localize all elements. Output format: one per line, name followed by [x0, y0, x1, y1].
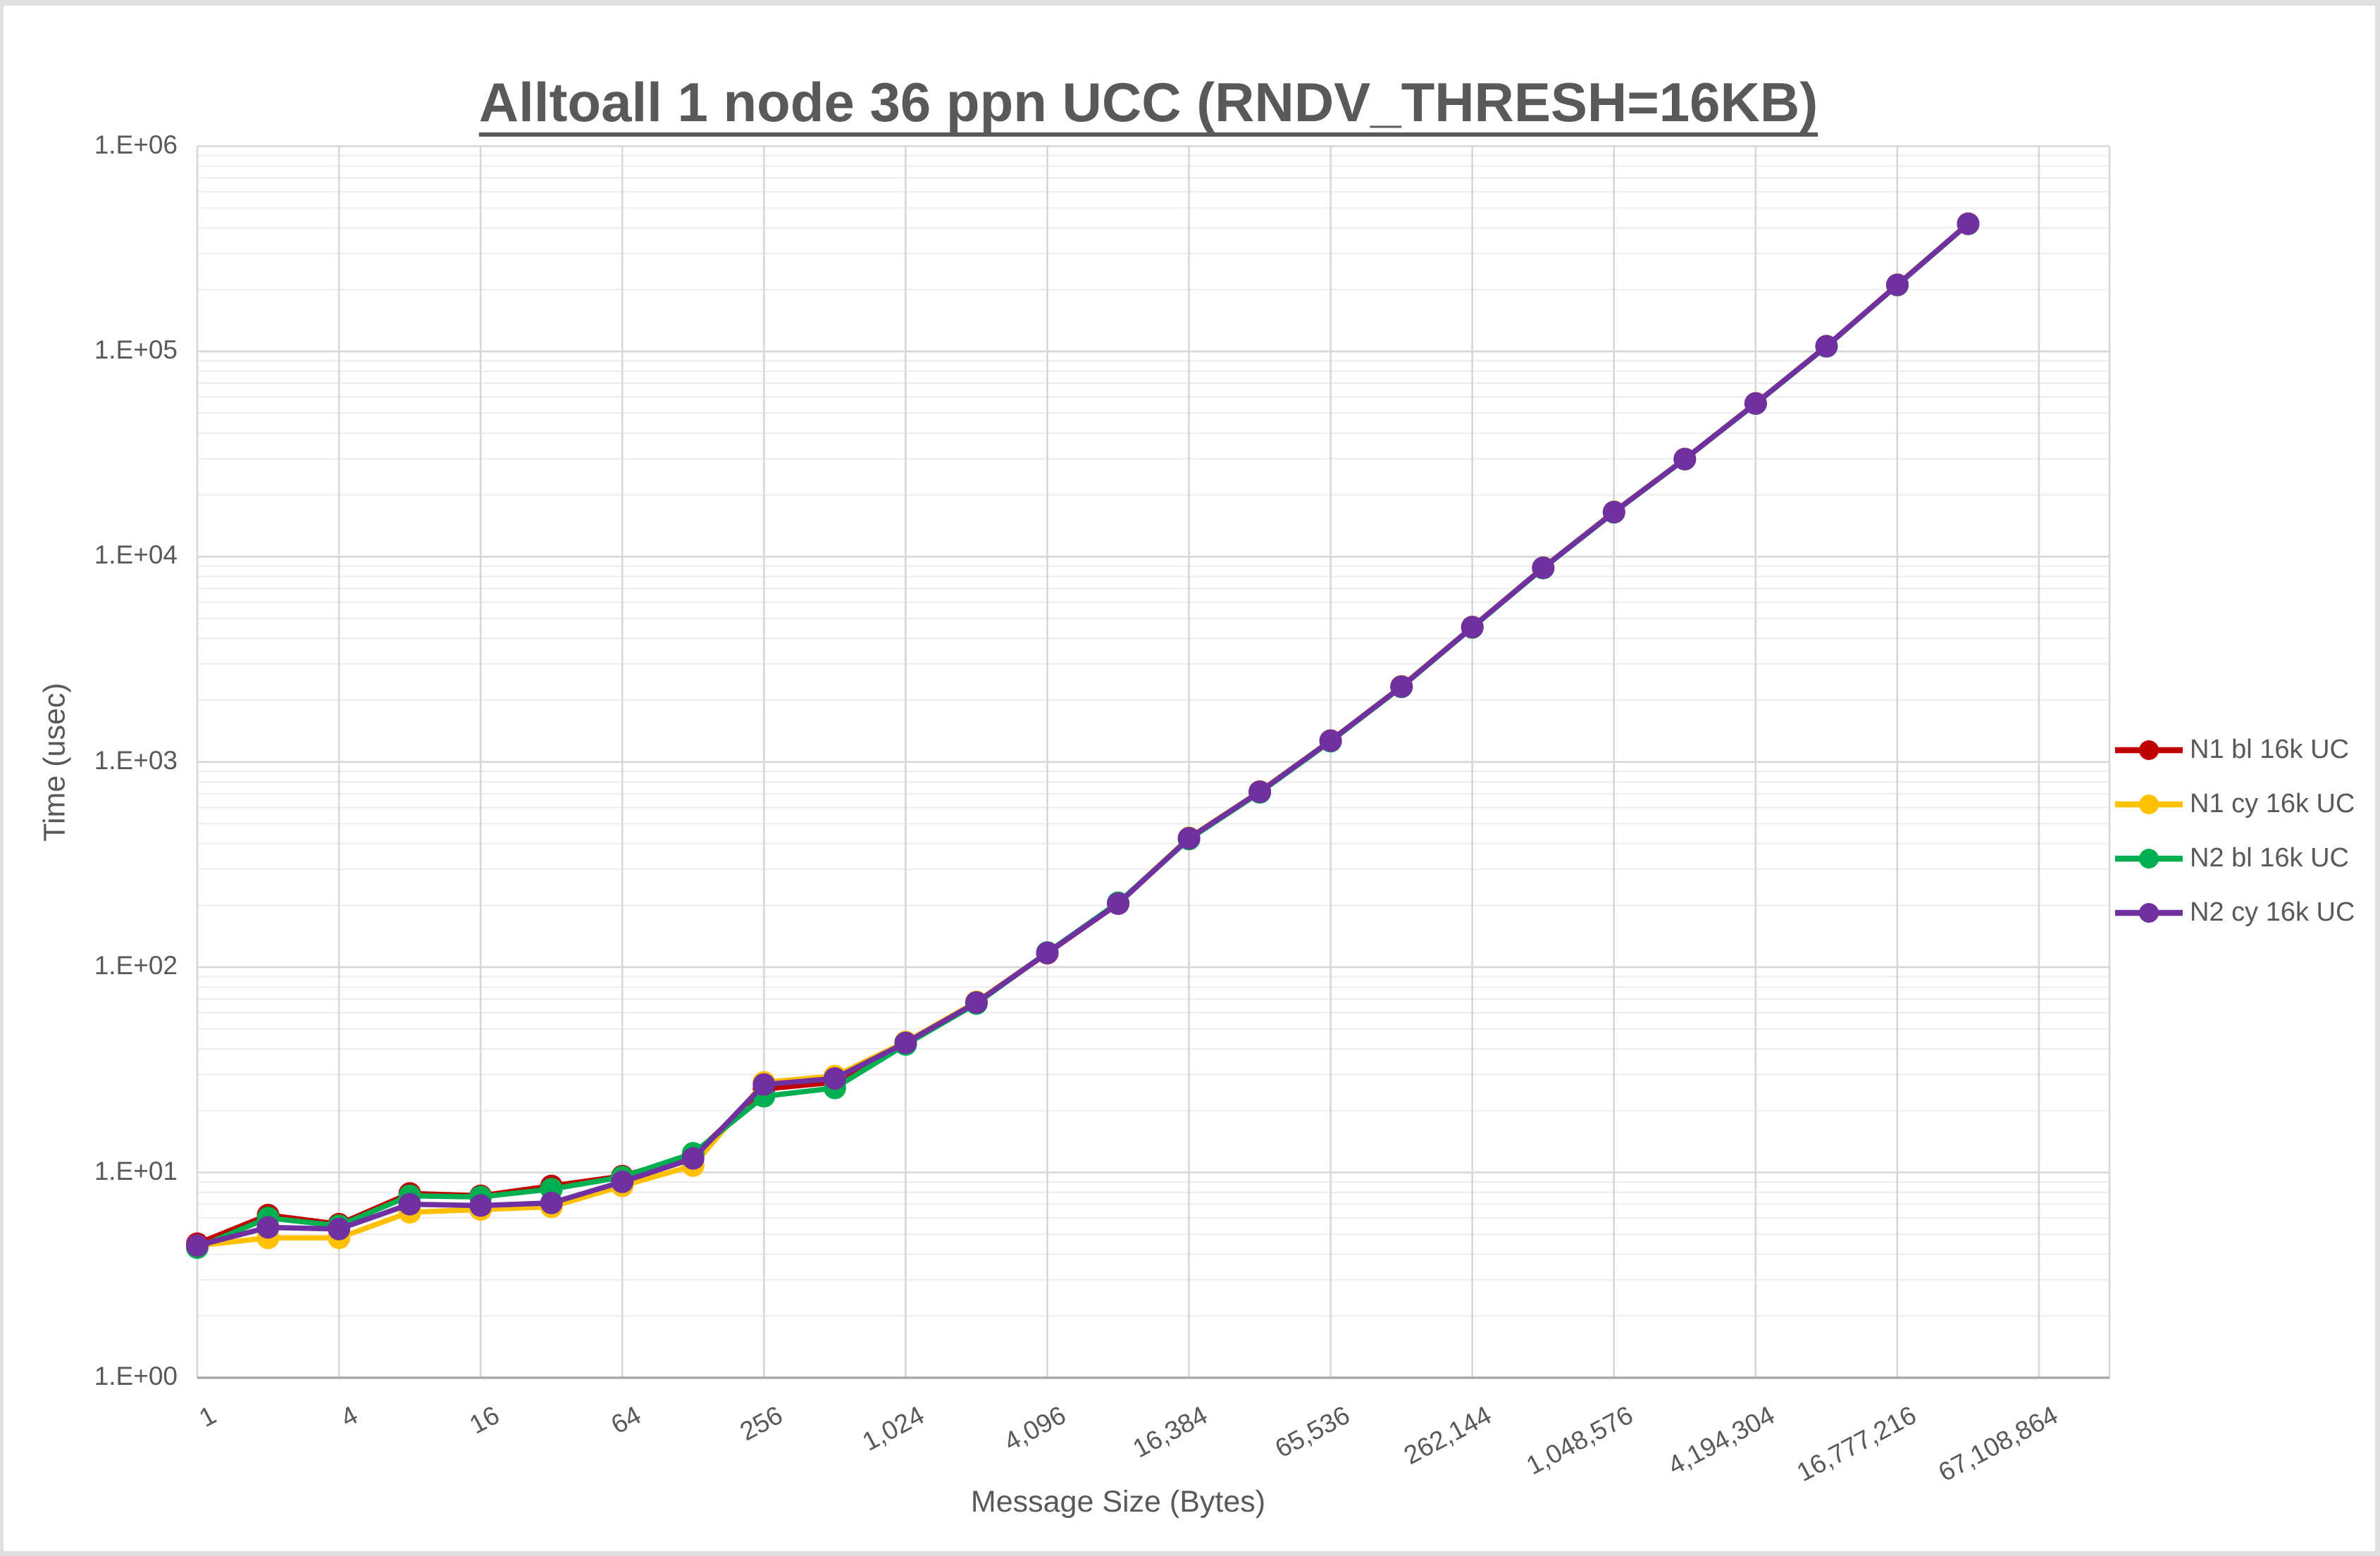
- legend-entry-n1-cy-16k-uc[interactable]: N1 cy 16k UC: [2115, 777, 2355, 831]
- data-point-n2-cy-16k-uc[interactable]: [256, 1216, 280, 1239]
- legend-entry-n1-bl-16k-uc[interactable]: N1 bl 16k UC: [2115, 723, 2355, 777]
- data-point-n2-cy-16k-uc[interactable]: [328, 1217, 351, 1240]
- data-point-n2-cy-16k-uc[interactable]: [1532, 556, 1555, 579]
- y-tick-label: 1.E+00: [94, 1361, 178, 1390]
- data-point-n2-cy-16k-uc[interactable]: [1319, 729, 1342, 752]
- y-tick-label: 1.E+05: [94, 335, 178, 364]
- legend-label: N2 bl 16k UC: [2190, 843, 2349, 873]
- data-point-n2-cy-16k-uc[interactable]: [1390, 675, 1413, 698]
- legend[interactable]: N1 bl 16k UC N1 cy 16k UC N2 bl 16k UC N2 c…: [2115, 723, 2355, 940]
- data-point-n2-cy-16k-uc[interactable]: [752, 1073, 776, 1096]
- data-point-n2-cy-16k-uc[interactable]: [1461, 616, 1484, 639]
- data-point-n2-cy-16k-uc[interactable]: [1107, 892, 1129, 915]
- legend-marker-icon: [2115, 902, 2183, 923]
- y-tick-label: 1.E+02: [94, 951, 178, 981]
- data-point-n2-cy-16k-uc[interactable]: [894, 1031, 917, 1054]
- data-point-n2-cy-16k-uc[interactable]: [611, 1170, 634, 1193]
- data-point-n2-cy-16k-uc[interactable]: [1957, 212, 1980, 235]
- data-point-n2-cy-16k-uc[interactable]: [1815, 335, 1838, 358]
- legend-marker-icon: [2115, 740, 2183, 760]
- legend-dot: [2139, 740, 2159, 760]
- y-tick-label: 1.E+03: [94, 745, 178, 775]
- data-point-n2-cy-16k-uc[interactable]: [1036, 941, 1059, 964]
- series-line-n1-bl-16k-uc[interactable]: [194, 220, 1971, 1247]
- data-point-n2-cy-16k-uc[interactable]: [1886, 273, 1909, 297]
- y-tick-label: 1.E+04: [94, 540, 178, 570]
- data-point-n2-cy-16k-uc[interactable]: [681, 1147, 705, 1170]
- data-point-n2-cy-16k-uc[interactable]: [823, 1067, 846, 1090]
- y-axis-title[interactable]: Time (usec): [37, 683, 72, 842]
- legend-dot: [2139, 902, 2159, 923]
- data-point-n2-cy-16k-uc[interactable]: [398, 1193, 421, 1216]
- chart-title[interactable]: Alltoall 1 node 36 ppn UCC (RNDV_THRESH=…: [478, 71, 1818, 134]
- data-point-n2-cy-16k-uc[interactable]: [469, 1194, 492, 1217]
- legend-dot: [2139, 794, 2159, 814]
- series-line-n1-cy-16k-uc[interactable]: [194, 220, 1971, 1249]
- x-axis-title[interactable]: Message Size (Bytes): [970, 1485, 1266, 1519]
- legend-marker-icon: [2115, 848, 2183, 869]
- legend-entry-n2-cy-16k-uc[interactable]: N2 cy 16k UC: [2115, 885, 2355, 940]
- data-point-n2-cy-16k-uc[interactable]: [540, 1191, 563, 1214]
- data-point-n2-cy-16k-uc[interactable]: [186, 1234, 209, 1257]
- window-edge-right: [2375, 0, 2380, 1556]
- y-tick-label: 1.E+06: [94, 130, 178, 159]
- legend-dot: [2139, 848, 2159, 869]
- data-point-n2-cy-16k-uc[interactable]: [1744, 392, 1767, 415]
- legend-marker-icon: [2115, 794, 2183, 814]
- window-edge-top: [0, 0, 2380, 6]
- legend-label: N1 bl 16k UC: [2190, 735, 2349, 764]
- data-point-n2-cy-16k-uc[interactable]: [965, 991, 988, 1014]
- window-edge-bottom: [0, 1551, 2380, 1556]
- series-line-n2-cy-16k-uc[interactable]: [194, 220, 1971, 1249]
- data-point-n2-cy-16k-uc[interactable]: [1248, 780, 1272, 803]
- series-line-n2-bl-16k-uc[interactable]: [194, 221, 1971, 1251]
- window-edge-left: [0, 0, 4, 1556]
- legend-entry-n2-bl-16k-uc[interactable]: N2 bl 16k UC: [2115, 831, 2355, 885]
- legend-label: N1 cy 16k UC: [2190, 789, 2355, 819]
- data-point-n2-cy-16k-uc[interactable]: [1673, 447, 1697, 471]
- data-point-n2-cy-16k-uc[interactable]: [1602, 500, 1625, 523]
- data-point-n2-cy-16k-uc[interactable]: [1177, 827, 1201, 849]
- legend-label: N2 cy 16k UC: [2190, 897, 2355, 927]
- y-tick-label: 1.E+01: [94, 1156, 178, 1185]
